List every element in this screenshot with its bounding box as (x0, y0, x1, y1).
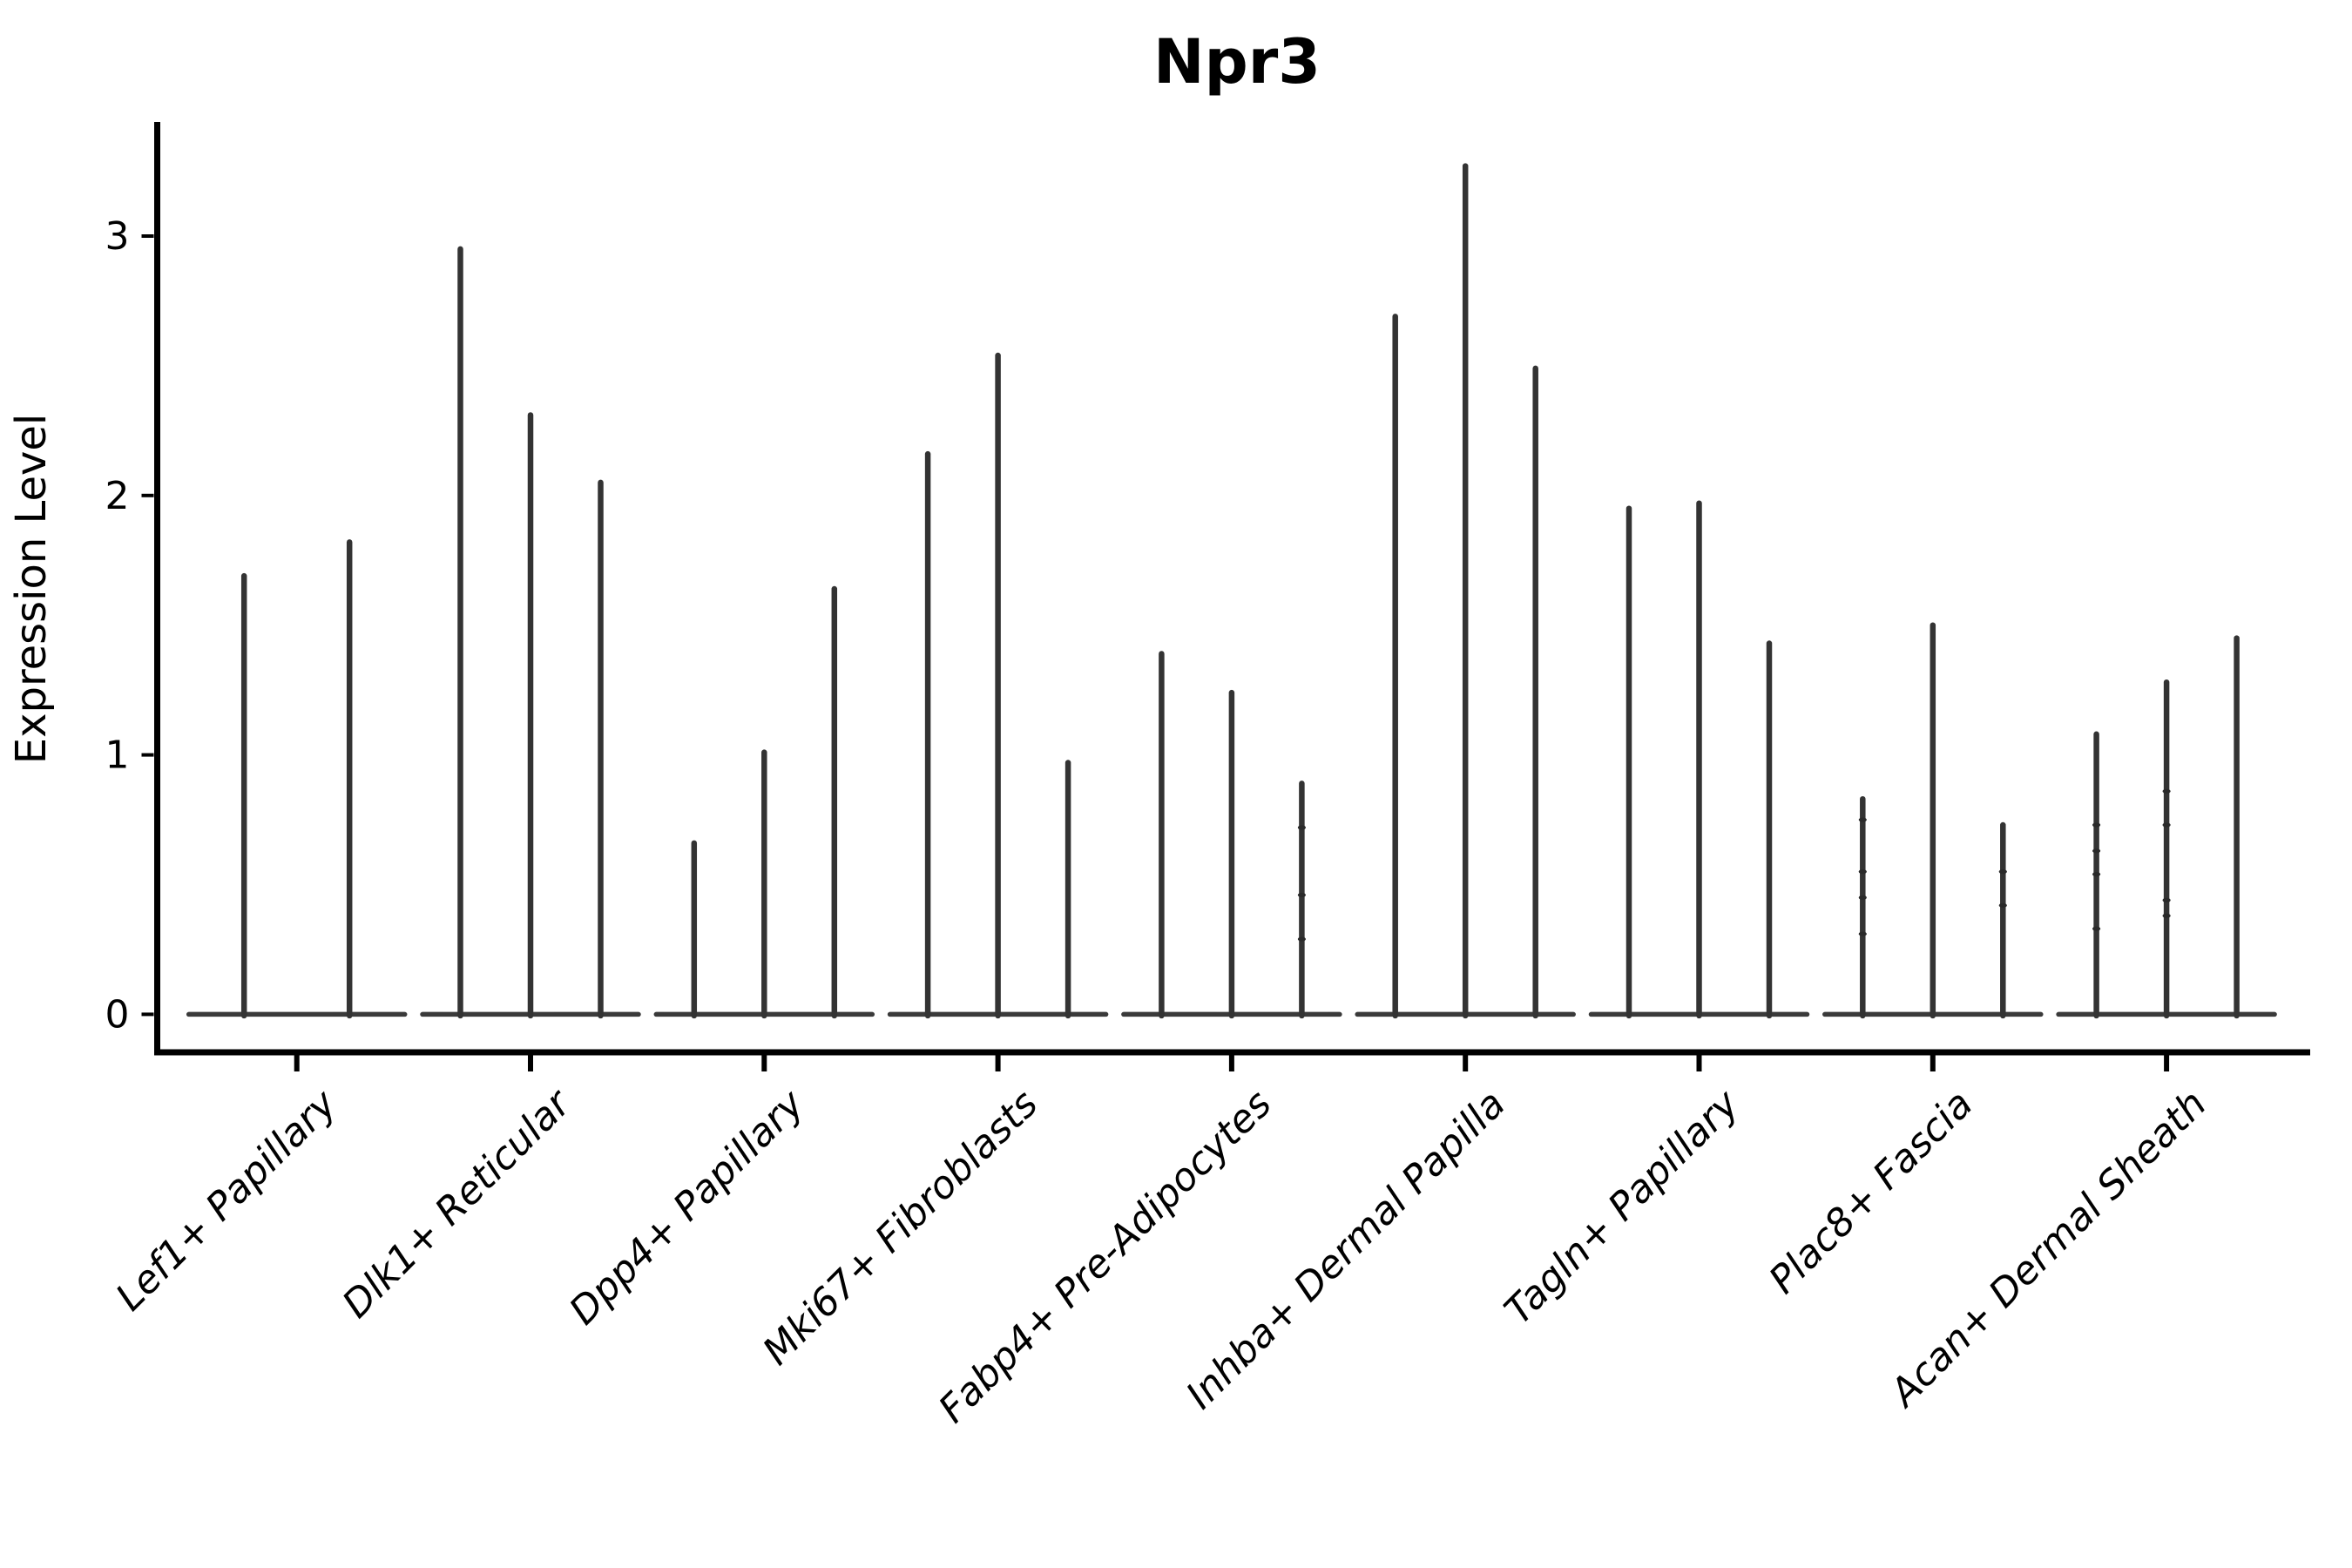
violin-point (1297, 936, 1306, 942)
violin-point (1297, 892, 1306, 898)
violin-point (2162, 788, 2171, 794)
y-axis-tick-labels: 0 1 2 3 (105, 214, 130, 1037)
axes (141, 122, 2310, 1071)
chart-title: Npr3 (1153, 26, 1321, 98)
violin-point (2162, 897, 2171, 902)
violin-point (1858, 895, 1867, 900)
violin-point (2162, 822, 2171, 828)
x-tick-label: Lef1+ Papillary (107, 1081, 346, 1320)
violin-point (2162, 913, 2171, 918)
violin-point (1998, 869, 2007, 875)
x-tick-label: Plac8+ Fascia (1761, 1082, 1981, 1302)
violin-point (2092, 848, 2101, 854)
y-tick-label: 3 (105, 214, 130, 259)
violin-point (1998, 902, 2007, 908)
y-tick-label: 2 (105, 474, 130, 518)
x-tick-label: Dpp4+ Papillary (561, 1081, 814, 1334)
x-tick-label: Dlk1+ Reticular (334, 1080, 580, 1327)
y-tick-label: 0 (105, 992, 130, 1037)
violin-point (2092, 822, 2101, 828)
x-tick-label: Tagln+ Papillary (1497, 1081, 1748, 1333)
violin-marks (186, 163, 2277, 1019)
violin-point (1297, 825, 1306, 830)
violin-point (1858, 817, 1867, 822)
violin-point (2092, 926, 2101, 931)
y-tick-label: 1 (105, 733, 130, 778)
violin-point (1858, 869, 1867, 875)
y-axis-label: Expression Level (7, 414, 56, 765)
violin-point (2092, 871, 2101, 877)
violin-point (1858, 931, 1867, 936)
